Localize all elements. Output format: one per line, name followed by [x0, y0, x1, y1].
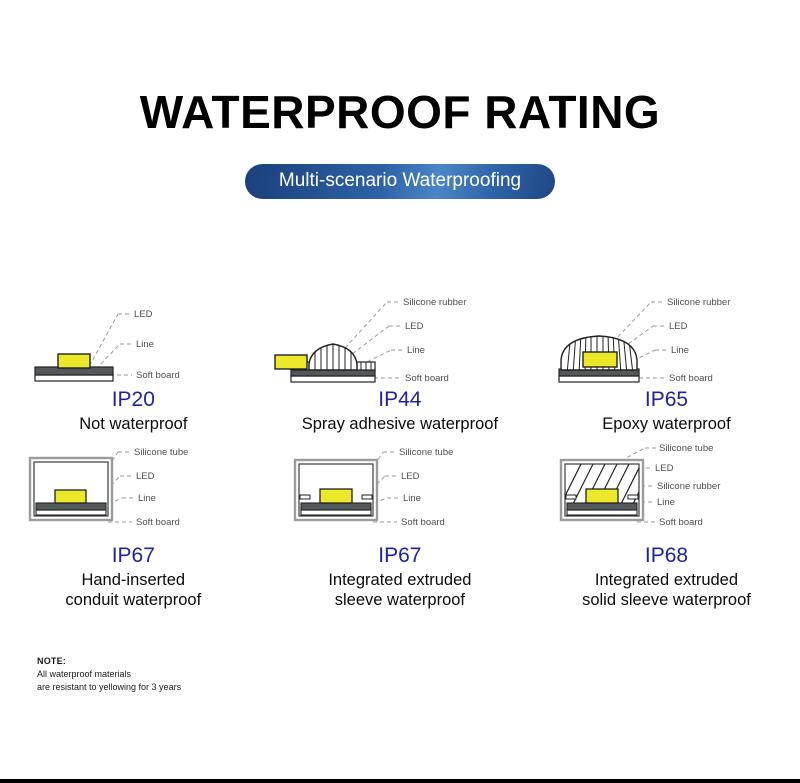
rating-row-1: LED Line Soft board IP20 Not waterproof [0, 286, 800, 434]
rating-card-ip44: Silicone rubber LED Line Soft board IP44… [267, 286, 534, 434]
note-body: All waterproof materials are resistant t… [37, 669, 182, 693]
rating-card-ip67-conduit: Silicone tube LED Line Soft board IP67 H… [0, 434, 267, 610]
ip-code-ip68: IP68 [644, 544, 689, 568]
label-led: LED [401, 471, 420, 482]
led-chip [585, 488, 620, 504]
rating-grid: LED Line Soft board IP20 Not waterproof [0, 286, 800, 611]
label-line: Line [403, 493, 421, 504]
rating-row-2: Silicone tube LED Line Soft board IP67 H… [0, 434, 800, 610]
label-soft-board: Soft board [669, 373, 713, 384]
label-soft-board: Soft board [401, 517, 445, 528]
label-led: LED [405, 321, 424, 332]
led-chip [57, 353, 91, 369]
ip-code-ip44: IP44 [378, 388, 422, 411]
label-led: LED [655, 463, 674, 474]
caption-ip65: Epoxy waterproof [602, 415, 731, 434]
label-silicone-tube: Silicone tube [659, 443, 713, 454]
caption-ip20: Not waterproof [79, 415, 188, 434]
led-chip [274, 354, 308, 370]
caption-ip68: Integrated extruded solid sleeve waterpr… [582, 571, 751, 610]
soft-board-layer [558, 375, 641, 383]
label-led: LED [669, 321, 688, 332]
diagram-ip65: Silicone rubber LED Line Soft board [533, 286, 800, 386]
rating-card-ip67-sleeve: Silicone tube LED Line Soft board IP67 I… [267, 434, 534, 610]
led-chip [319, 488, 353, 504]
soft-board-layer [34, 374, 114, 382]
label-line: Line [138, 493, 156, 504]
sleeve-tab-right [627, 494, 639, 500]
soft-board-layer [290, 375, 376, 383]
ip-code-ip20: IP20 [111, 388, 155, 411]
label-silicone-tube: Silicone tube [399, 447, 453, 458]
soft-board-layer [566, 509, 639, 516]
sleeve-tab-right [361, 494, 373, 500]
rating-card-ip65: Silicone rubber LED Line Soft board IP65… [533, 286, 800, 434]
sleeve-tab-left [565, 494, 577, 500]
label-line: Line [136, 339, 154, 350]
ip-code-ip67-conduit: IP67 [111, 544, 155, 568]
label-line: Line [407, 345, 425, 356]
label-line: Line [657, 497, 675, 508]
diagram-ip67-sleeve: Silicone tube LED Line Soft board [267, 434, 534, 542]
diagram-ip67-conduit: Silicone tube LED Line Soft board [0, 434, 267, 542]
caption-ip67-conduit: Hand-inserted conduit waterproof [65, 571, 202, 610]
caption-ip44: Spray adhesive waterproof [301, 415, 499, 434]
note-block: NOTE: All waterproof materials are resis… [37, 655, 181, 694]
label-silicone-rubber: Silicone rubber [403, 297, 466, 308]
label-line: Line [671, 345, 689, 356]
label-led: LED [134, 309, 153, 320]
label-silicone-tube: Silicone tube [134, 447, 188, 458]
subtitle-badge: Multi-scenario Waterproofing [244, 164, 556, 199]
diagram-ip20: LED Line Soft board [0, 286, 267, 386]
soft-board-layer [300, 509, 372, 516]
note-heading: NOTE: [37, 656, 66, 666]
label-soft-board: Soft board [405, 373, 449, 384]
ip-code-ip65: IP65 [644, 388, 689, 411]
soft-board-layer [35, 509, 107, 516]
subtitle-badge-container: Multi-scenario Waterproofing [0, 164, 800, 199]
led-chip [582, 351, 619, 368]
diagram-ip68: Silicone tube LED Silicone rubber Line S… [533, 434, 800, 542]
diagram-ip44: Silicone rubber LED Line Soft board [267, 286, 534, 386]
label-led: LED [136, 471, 155, 482]
rating-card-ip20: LED Line Soft board IP20 Not waterproof [0, 286, 267, 434]
label-soft-board: Soft board [136, 370, 180, 381]
bottom-bar [0, 779, 800, 783]
label-silicone-rubber: Silicone rubber [657, 481, 720, 492]
rating-card-ip68: Silicone tube LED Silicone rubber Line S… [533, 434, 800, 610]
line-layer [566, 502, 639, 511]
line-layer [300, 502, 372, 511]
line-layer [35, 502, 107, 511]
label-soft-board: Soft board [659, 517, 703, 528]
caption-ip67-sleeve: Integrated extruded sleeve waterproof [328, 571, 472, 610]
label-silicone-rubber: Silicone rubber [667, 297, 730, 308]
ip-code-ip67-sleeve: IP67 [378, 544, 422, 568]
page-title: WATERPROOF RATING [139, 86, 661, 138]
label-soft-board: Soft board [136, 517, 180, 528]
sleeve-tab-left [299, 494, 311, 500]
led-chip [54, 489, 87, 504]
